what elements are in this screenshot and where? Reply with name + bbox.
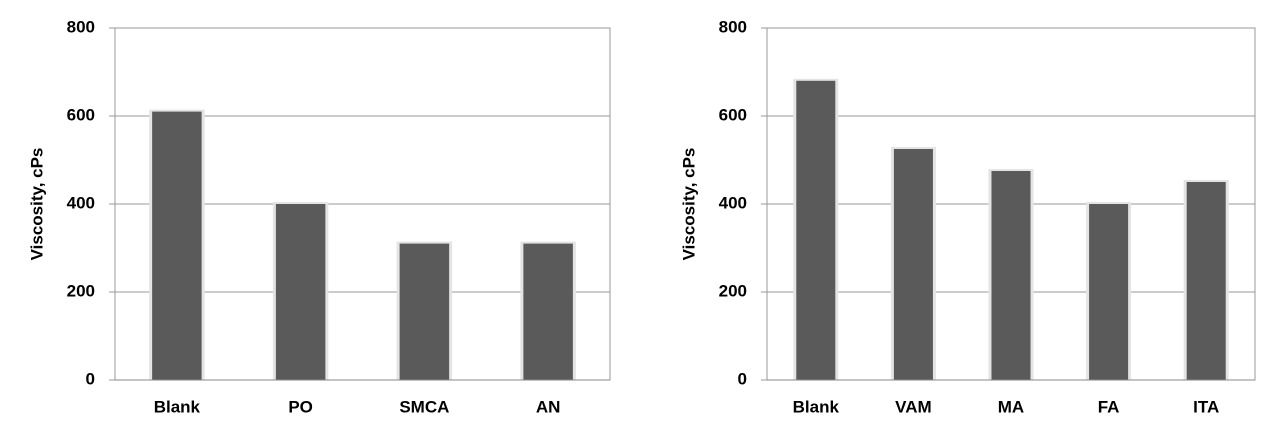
y-tick-label: 400 bbox=[719, 193, 747, 212]
x-tick-label: AN bbox=[536, 397, 561, 416]
x-tick-label: Blank bbox=[793, 397, 840, 416]
y-tick-label: 600 bbox=[719, 105, 747, 124]
y-tick-label: 600 bbox=[67, 105, 95, 124]
y-tick-label: 200 bbox=[719, 281, 747, 300]
y-axis-label: Viscosity, cPs bbox=[27, 148, 46, 261]
y-axis-label: Viscosity, cPs bbox=[679, 148, 698, 261]
y-tick-label: 800 bbox=[67, 17, 95, 36]
y-tick-label: 0 bbox=[86, 369, 95, 388]
x-tick-label: MA bbox=[998, 397, 1024, 416]
y-tick-label: 400 bbox=[67, 193, 95, 212]
bar bbox=[399, 243, 450, 380]
bar bbox=[991, 171, 1031, 380]
y-tick-label: 200 bbox=[67, 281, 95, 300]
x-tick-label: VAM bbox=[895, 397, 932, 416]
x-tick-label: SMCA bbox=[399, 397, 449, 416]
x-tick-label: Blank bbox=[154, 397, 201, 416]
bar bbox=[1089, 204, 1129, 380]
y-tick-label: 0 bbox=[738, 369, 747, 388]
bar bbox=[1186, 182, 1226, 380]
y-tick-label: 800 bbox=[719, 17, 747, 36]
bar bbox=[796, 80, 836, 381]
x-tick-label: PO bbox=[288, 397, 313, 416]
bar bbox=[893, 149, 933, 380]
bar bbox=[275, 204, 326, 380]
x-tick-label: FA bbox=[1098, 397, 1120, 416]
x-tick-label: ITA bbox=[1193, 397, 1219, 416]
bar bbox=[152, 111, 202, 380]
bar bbox=[523, 243, 573, 380]
